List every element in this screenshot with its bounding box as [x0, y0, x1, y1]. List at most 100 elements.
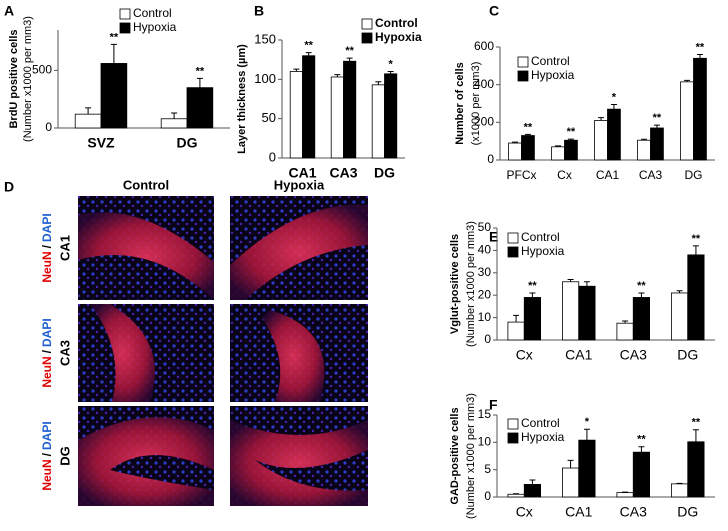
- panel-letter: D: [4, 179, 14, 195]
- cell-layer: [230, 420, 368, 506]
- y-tick-label: 100: [254, 71, 276, 86]
- panel-letter: B: [254, 3, 264, 19]
- legend-label: Hypoxia: [531, 68, 575, 82]
- bar: [671, 292, 689, 341]
- error-bar: [583, 428, 590, 441]
- bar: [564, 139, 578, 161]
- y-axis-label: Layer thickness (µm): [236, 44, 248, 154]
- bar: [343, 60, 357, 159]
- error-bar: [653, 124, 660, 128]
- row-label: DG: [57, 446, 72, 466]
- legend-label: Control: [521, 416, 560, 430]
- legend-label: Control: [133, 6, 172, 20]
- error-bar: [293, 68, 300, 72]
- legend-swatch: [517, 70, 529, 82]
- y-tick-label: 500: [32, 63, 52, 77]
- bar: [302, 55, 316, 159]
- significance-label: *: [389, 58, 394, 70]
- y-tick-label: 50: [478, 220, 492, 234]
- legend-label: Hypoxia: [133, 20, 177, 34]
- legend-label: Hypoxia: [521, 430, 565, 444]
- legend-label: Control: [531, 54, 570, 68]
- y-tick-label: 5: [484, 462, 491, 476]
- bar: [687, 441, 705, 498]
- row-label: CA3: [57, 340, 72, 366]
- bar: [578, 285, 596, 341]
- stain-separator: /: [40, 244, 54, 248]
- y-axis-label: (Number x1000 per mm3): [465, 393, 477, 519]
- bar: [616, 322, 634, 341]
- error-bar: [85, 107, 92, 115]
- bar: [523, 484, 542, 498]
- significance-label: **: [528, 280, 537, 292]
- bar: [650, 127, 664, 161]
- error-bar: [684, 79, 691, 82]
- significance-label: *: [612, 91, 617, 103]
- x-tick-label: CA1: [565, 347, 592, 363]
- error-bar: [387, 70, 394, 74]
- error-bar: [692, 245, 699, 255]
- error-bar: [529, 479, 536, 485]
- significance-label: *: [585, 416, 590, 428]
- bar: [384, 73, 398, 159]
- y-tick-label: 600: [474, 39, 494, 53]
- y-tick-label: 30: [478, 265, 492, 279]
- error-bar: [346, 57, 353, 62]
- y-axis-label: (Number x1000 per mm3): [22, 16, 34, 142]
- error-bar: [696, 54, 703, 59]
- legend-swatch: [119, 8, 131, 20]
- x-tick-label: CA1: [596, 168, 620, 182]
- row-label: CA1: [57, 235, 72, 261]
- error-bar: [555, 145, 562, 147]
- y-tick-label: 40: [478, 243, 492, 257]
- error-bar: [622, 320, 629, 324]
- error-bar: [641, 138, 648, 141]
- column-label: Control: [123, 177, 169, 192]
- stain-label: NeuN / DAPI: [40, 213, 54, 282]
- significance-label: **: [653, 112, 662, 124]
- stain-marker: NeuN: [40, 459, 54, 490]
- error-bar: [334, 74, 341, 77]
- bar: [330, 76, 344, 159]
- legend-swatch: [119, 22, 131, 34]
- bar: [371, 84, 385, 159]
- error-bar: [513, 493, 520, 495]
- error-bar: [567, 279, 574, 282]
- y-axis-label: GAD-positive cells: [449, 407, 461, 504]
- error-bar: [610, 103, 617, 110]
- y-axis-label: Vglut-positive cells: [449, 234, 461, 334]
- x-tick-label: PFCx: [507, 168, 537, 182]
- micrograph-grid: [78, 196, 368, 506]
- y-tick-label: 0: [45, 120, 52, 134]
- y-axis-label: (Number x1000 per mm3): [465, 221, 477, 347]
- bar: [100, 63, 128, 129]
- significance-label: **: [567, 126, 576, 138]
- significance-label: **: [110, 31, 119, 43]
- error-bar: [305, 52, 312, 56]
- stain-marker: NeuN: [40, 356, 54, 387]
- x-tick-label: CA3: [620, 347, 647, 363]
- error-bar: [638, 292, 645, 298]
- bar: [693, 57, 707, 161]
- bar: [507, 493, 525, 498]
- x-tick-label: CA3: [329, 165, 357, 181]
- error-bar: [513, 314, 520, 323]
- x-tick-label: CA1: [288, 165, 316, 181]
- stain-nuclear: DAPI: [40, 213, 54, 242]
- y-tick-label: 0: [269, 149, 276, 164]
- bar: [680, 81, 694, 161]
- x-tick-label: CA1: [565, 504, 592, 520]
- bar: [289, 71, 303, 159]
- error-bar: [676, 290, 683, 293]
- panel-letter: A: [4, 3, 14, 19]
- error-bar: [110, 43, 117, 64]
- column-label: Hypoxia: [274, 177, 325, 192]
- y-tick-label: 0: [484, 332, 491, 346]
- stain-separator: /: [40, 452, 54, 456]
- x-tick-label: Cx: [516, 504, 533, 520]
- error-bar: [171, 112, 178, 119]
- significance-label: **: [345, 45, 354, 57]
- error-bar: [196, 77, 203, 88]
- significance-label: **: [692, 417, 701, 429]
